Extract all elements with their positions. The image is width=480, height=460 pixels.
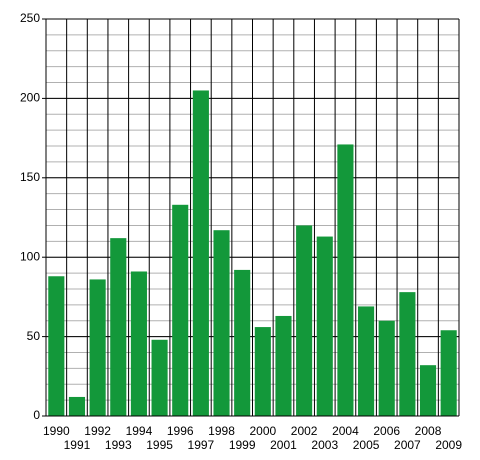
y-tick-label: 100 — [20, 249, 40, 263]
x-tick-label: 1990 — [43, 424, 70, 438]
bar — [378, 320, 395, 416]
x-tick-label: 1999 — [229, 438, 256, 452]
x-tick-label: 2003 — [311, 438, 338, 452]
bar — [275, 315, 292, 416]
x-tick-label: 2002 — [291, 424, 318, 438]
x-tick-label: 1995 — [146, 438, 173, 452]
bar — [192, 90, 209, 417]
x-tick-label: 1992 — [84, 424, 111, 438]
bar — [296, 225, 313, 416]
bar — [316, 236, 333, 416]
y-tick-label: 150 — [20, 170, 40, 184]
x-tick-label: 2000 — [249, 424, 276, 438]
x-tick-label: 1997 — [188, 438, 215, 452]
bar — [358, 306, 375, 416]
x-tick-label: 2008 — [415, 424, 442, 438]
bar — [337, 144, 354, 416]
y-tick-label: 0 — [33, 408, 40, 422]
bar — [172, 204, 189, 416]
bar — [68, 396, 86, 416]
x-tick-label: 1991 — [64, 438, 91, 452]
bar — [234, 269, 251, 416]
x-tick-label: 1993 — [105, 438, 132, 452]
x-tick-label: 1998 — [208, 424, 235, 438]
x-tick-label: 2001 — [270, 438, 297, 452]
x-tick-label: 1996 — [167, 424, 194, 438]
bar — [151, 339, 168, 416]
bar — [130, 271, 147, 416]
x-tick-label: 2005 — [353, 438, 380, 452]
y-tick-label: 250 — [20, 11, 40, 25]
bar — [89, 279, 106, 416]
x-tick-label: 2007 — [394, 438, 421, 452]
bar — [48, 276, 65, 416]
x-tick-label: 2009 — [435, 438, 462, 452]
bar — [399, 292, 416, 416]
x-tick-label: 1994 — [126, 424, 153, 438]
x-tick-label: 2006 — [373, 424, 400, 438]
bar — [254, 327, 271, 416]
bar — [213, 230, 230, 416]
x-tick-label: 2004 — [332, 424, 359, 438]
bar — [419, 365, 437, 416]
y-tick-label: 50 — [27, 329, 41, 343]
bar — [440, 330, 457, 416]
y-tick-label: 200 — [20, 91, 40, 105]
bar — [110, 238, 127, 416]
